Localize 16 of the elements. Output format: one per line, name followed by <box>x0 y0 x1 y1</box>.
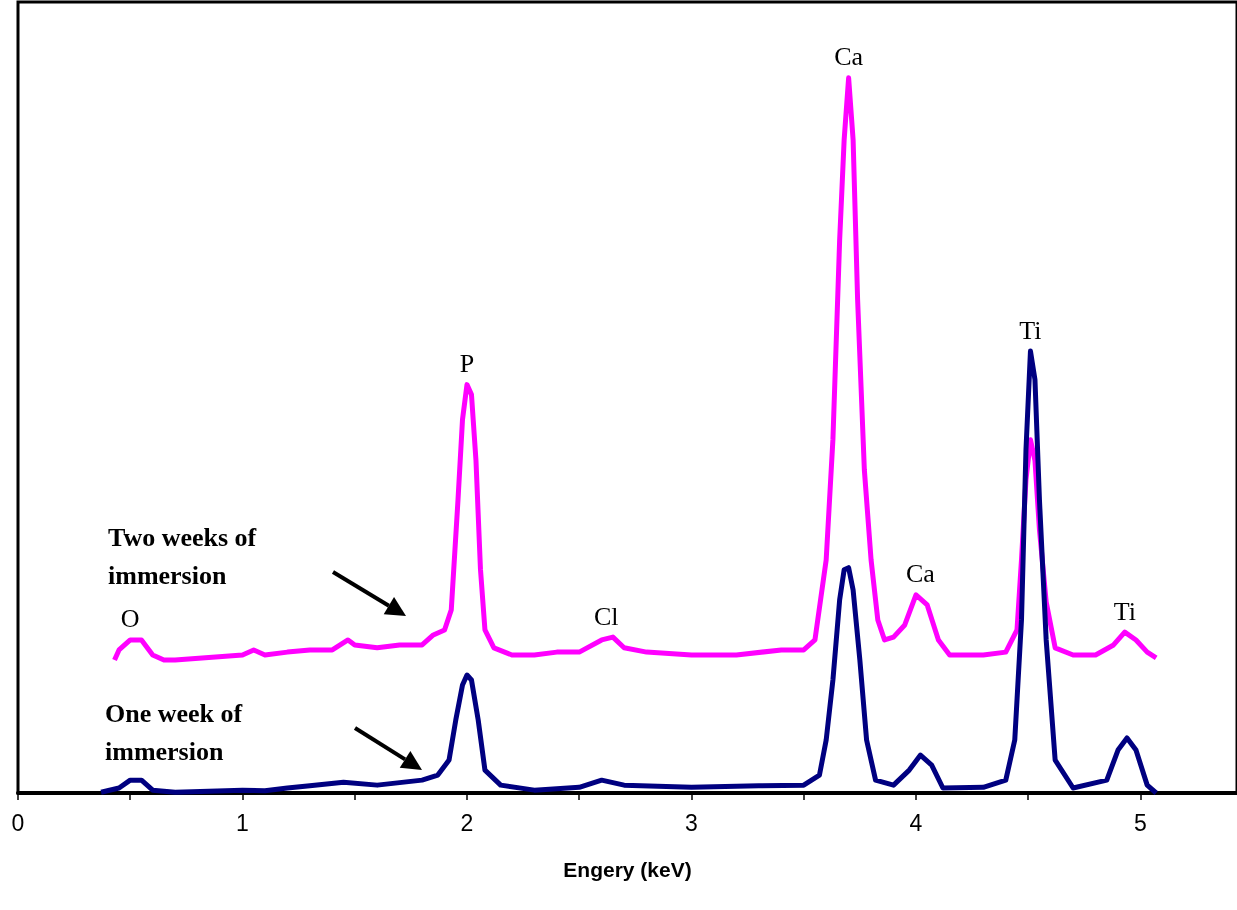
x-tick-label: 4 <box>909 809 923 836</box>
x-tick-label: 2 <box>460 809 474 836</box>
annotation: Ti <box>1113 596 1136 626</box>
x-axis-title: Engery (keV) <box>563 858 692 881</box>
annotation: P <box>459 349 475 379</box>
annotation: O <box>120 604 140 634</box>
annotation: Two weeks of immersion <box>108 522 263 590</box>
x-tick-label: 5 <box>1134 809 1147 836</box>
annotation: Cl <box>593 601 619 631</box>
annotation: Ca <box>834 42 864 72</box>
annotation: Ca <box>906 559 936 589</box>
annotation: One week of immersion <box>105 698 249 766</box>
x-tick-label: 0 <box>11 809 25 836</box>
x-tick-label: 3 <box>685 809 698 836</box>
x-tick-label: 1 <box>236 809 249 836</box>
annotation: Ti <box>1019 315 1042 345</box>
